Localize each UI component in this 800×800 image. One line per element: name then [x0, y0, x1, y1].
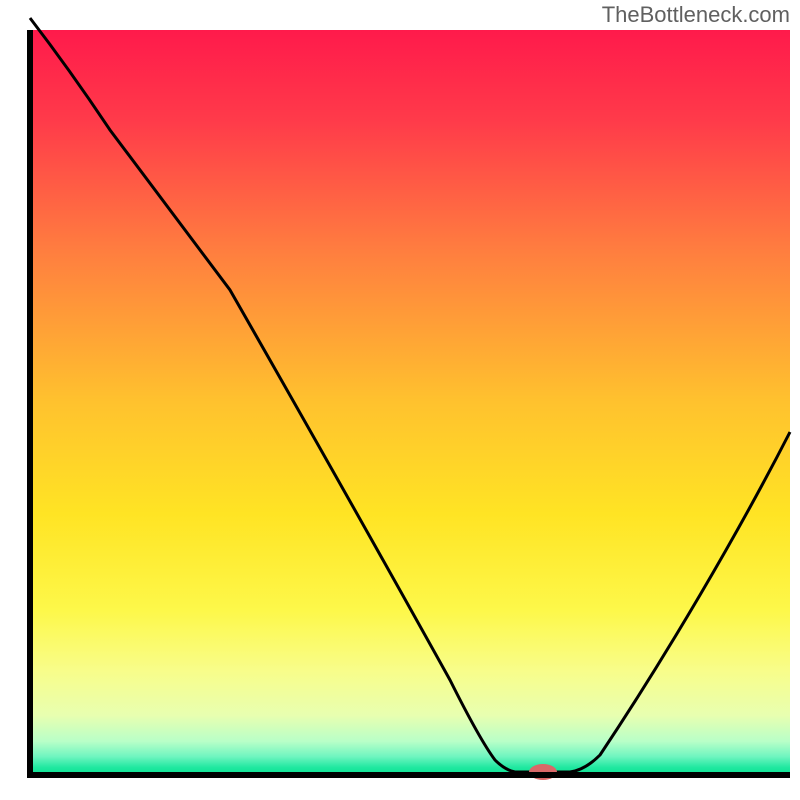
plot-background [30, 30, 790, 775]
bottleneck-chart [0, 0, 800, 800]
watermark-text: TheBottleneck.com [602, 2, 790, 28]
chart-container: TheBottleneck.com [0, 0, 800, 800]
